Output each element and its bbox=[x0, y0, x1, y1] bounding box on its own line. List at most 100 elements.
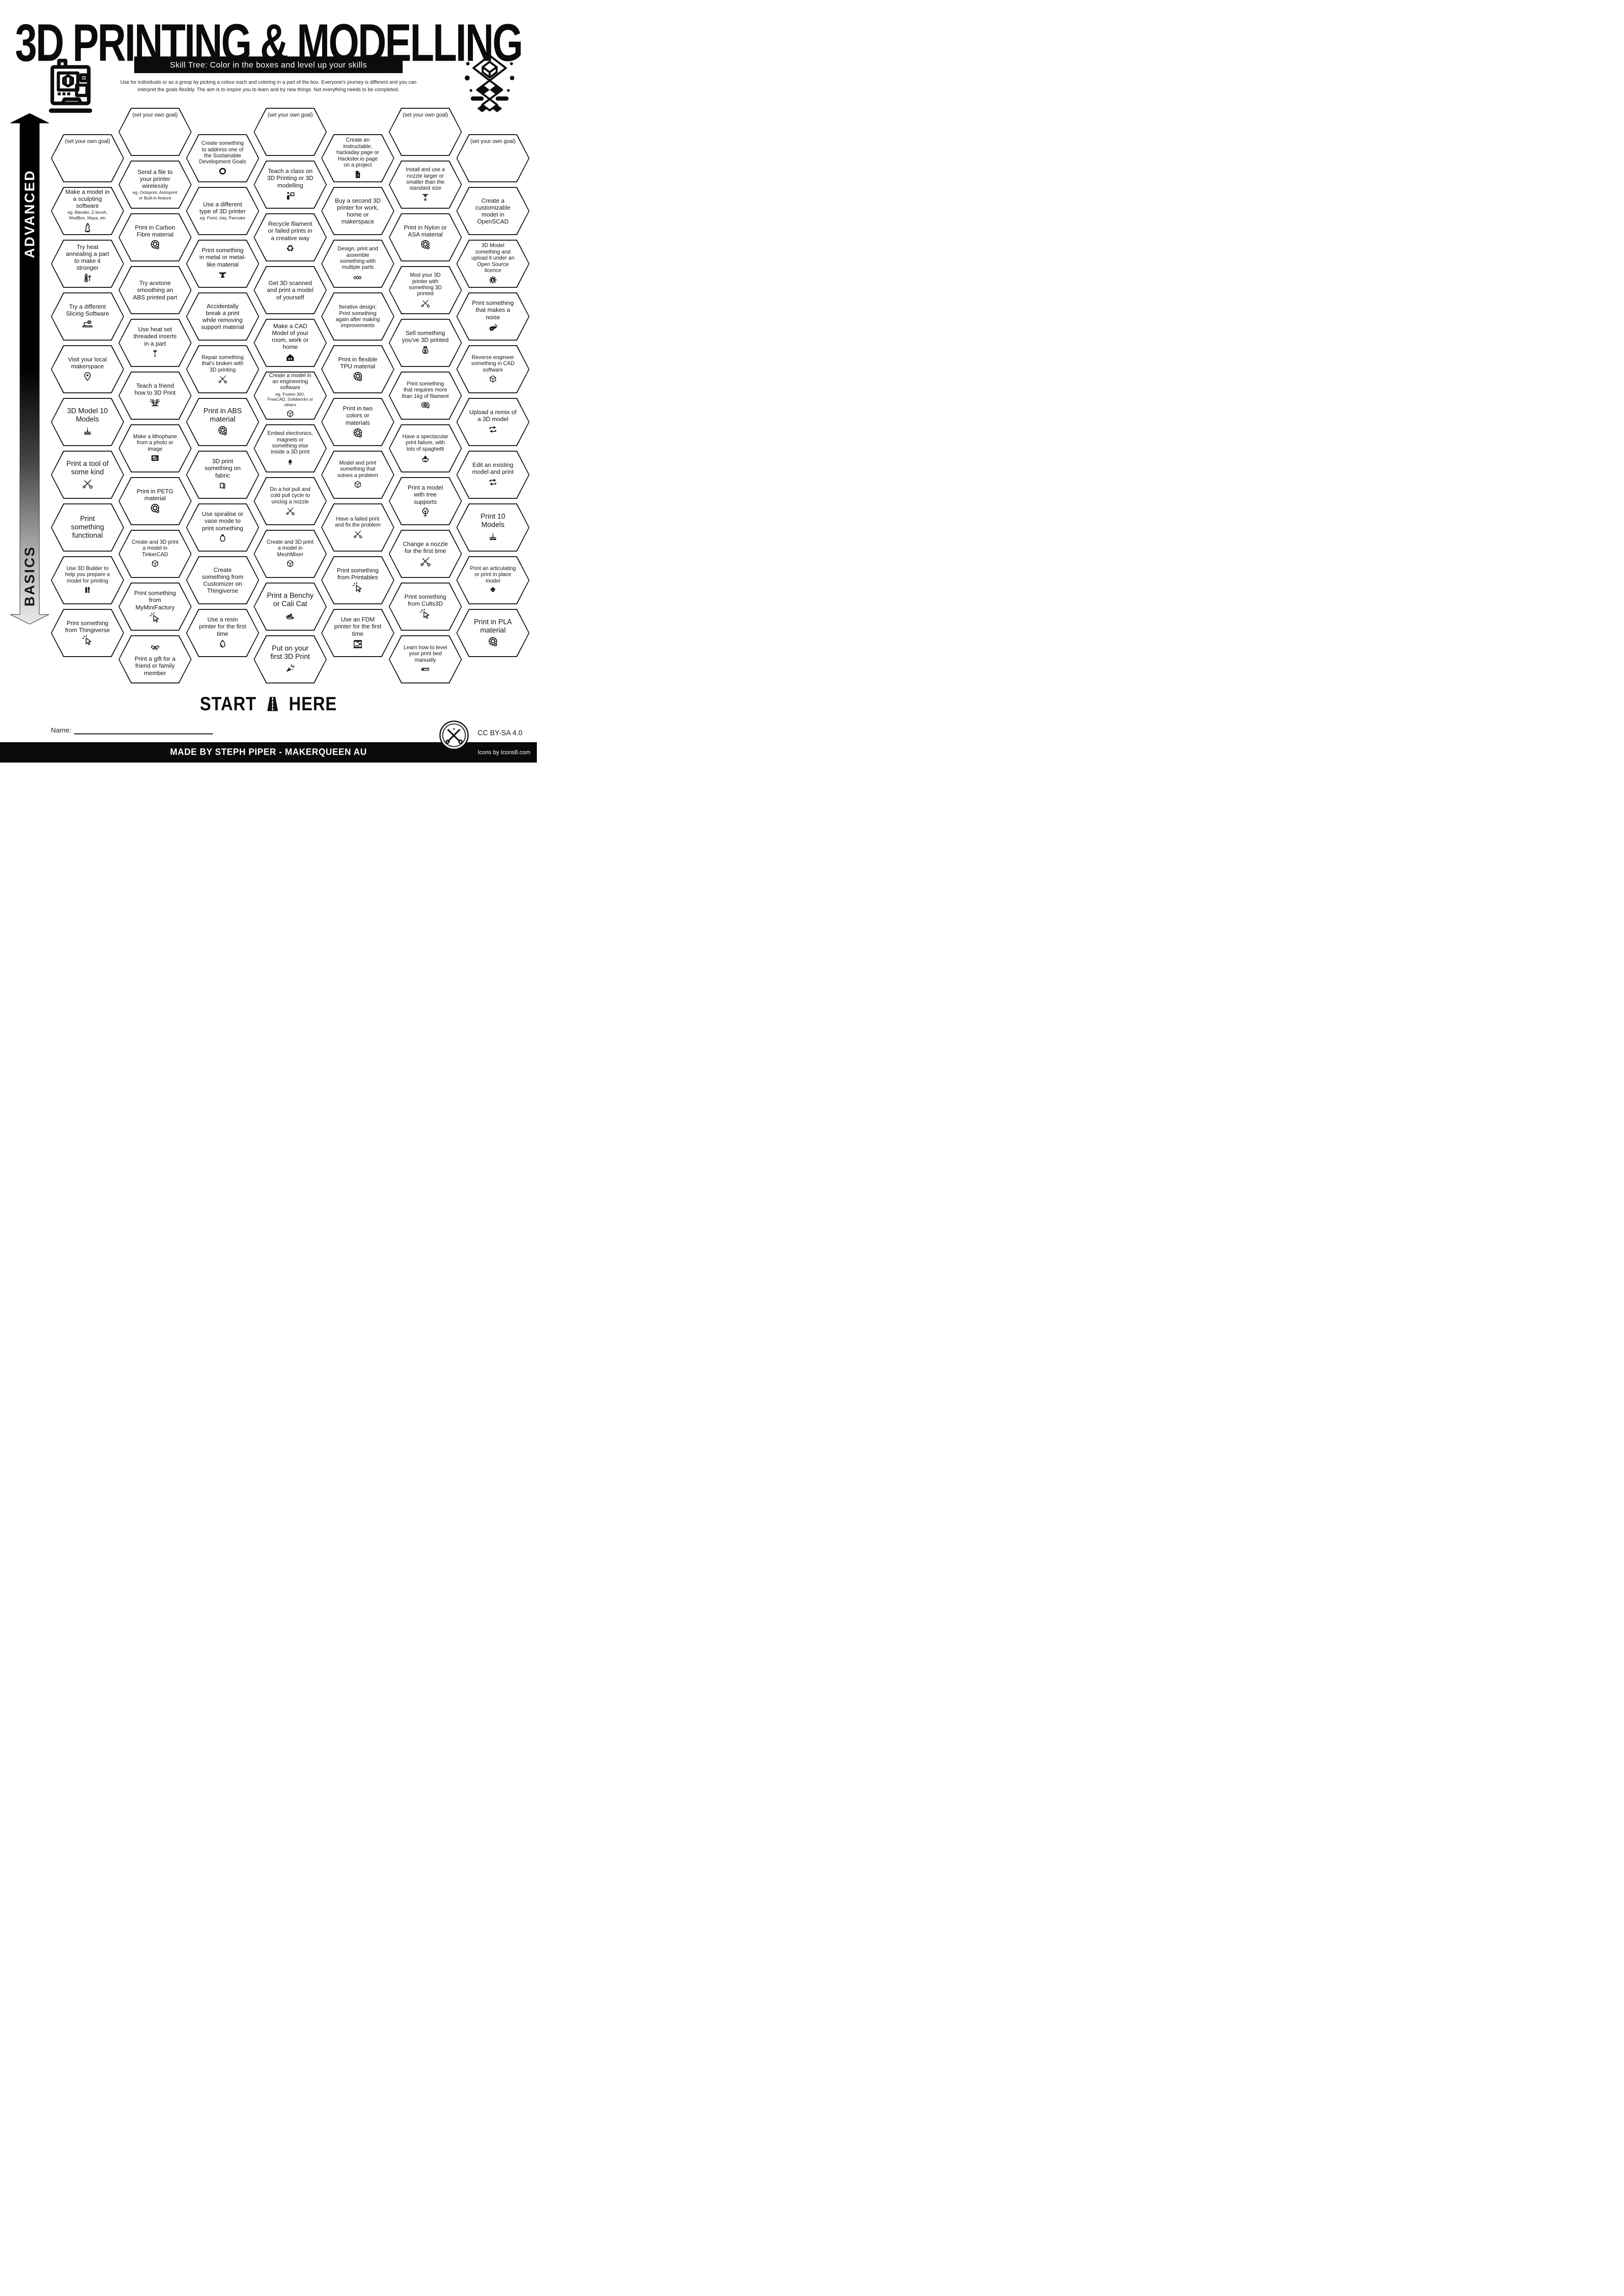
skill-hex[interactable]: Teach a class on 3D Printing or 3D model… bbox=[254, 161, 327, 209]
skill-hex[interactable]: 3D Model something and upload it under a… bbox=[456, 240, 529, 288]
skill-hex[interactable]: Print in Nylon or ASA material bbox=[389, 213, 462, 261]
skill-hex[interactable]: Use an FDM printer for the first time bbox=[321, 609, 394, 657]
skill-hex[interactable]: Make a lithophane from a photo or image bbox=[118, 424, 192, 472]
skill-hex[interactable]: 3D print something on fabric bbox=[186, 451, 259, 499]
skill-hex[interactable]: Change a nozzle for the first time bbox=[389, 530, 462, 578]
skill-hex[interactable]: Upload a remix of a 3D model bbox=[456, 398, 529, 446]
hex-fill: (set your own goal) bbox=[52, 135, 123, 181]
skill-hex[interactable]: Make a model in a sculpting software eg. … bbox=[51, 187, 124, 235]
goal-hex[interactable]: (set your own goal) bbox=[456, 134, 529, 182]
goal-hex[interactable]: (set your own goal) bbox=[389, 108, 462, 156]
hex-fill: Do a hot pull and cold pull cycle to unc… bbox=[255, 478, 326, 524]
skill-hex[interactable]: Do a hot pull and cold pull cycle to unc… bbox=[254, 477, 327, 525]
hex-content: Print a Benchy or Cali Cat bbox=[255, 583, 326, 630]
skill-hex[interactable]: Sell something you've 3D printed bbox=[389, 319, 462, 367]
hex-content: Print an articulating or print in place … bbox=[457, 557, 529, 603]
skill-hex[interactable]: Print 10 Models bbox=[456, 503, 529, 552]
skill-hex[interactable]: Create an instructable, hackaday page or… bbox=[321, 134, 394, 182]
hex-label: Teach a friend how to 3D Print bbox=[134, 382, 176, 396]
skill-hex[interactable]: Print in ABS material bbox=[186, 398, 259, 446]
skill-hex[interactable]: Print something from Cults3D bbox=[389, 583, 462, 631]
skill-hex[interactable]: Print a model with tree supports bbox=[389, 477, 462, 525]
picture-icon bbox=[150, 453, 160, 463]
skill-hex[interactable]: Print in Carbon Fibre material bbox=[118, 213, 192, 261]
skill-hex[interactable]: Print something in metal or metal-like m… bbox=[186, 240, 259, 288]
skill-hex[interactable]: Use a different type of 3D printer eg. Fo… bbox=[186, 187, 259, 235]
skill-hex[interactable]: Print something from Printables bbox=[321, 556, 394, 604]
skill-hex[interactable]: Iterative design: Print something again … bbox=[321, 292, 394, 341]
skill-hex[interactable]: Send a file to your printer wirelessly eg… bbox=[118, 161, 192, 209]
hex-fill: Buy a second 3D printer for work, home o… bbox=[322, 188, 393, 234]
hex-fill: Have a failed print and fix the problem bbox=[322, 504, 393, 551]
skill-hex[interactable]: 3D Model 10 Models bbox=[51, 398, 124, 446]
skill-hex[interactable]: Print something functional bbox=[51, 503, 124, 552]
skill-hex[interactable]: Reverse engineer something in CAD softwa… bbox=[456, 345, 529, 393]
skill-hex[interactable]: Learn how to level your print bed manual… bbox=[389, 635, 462, 683]
goal-hex[interactable]: (set your own goal) bbox=[254, 108, 327, 156]
skill-hex[interactable]: Use a resin printer for the first time bbox=[186, 609, 259, 657]
skill-hex[interactable]: Recycle filament or failed prints in a c… bbox=[254, 213, 327, 261]
skill-hex[interactable]: Print something that requires more than … bbox=[389, 372, 462, 420]
hex-fill: Reverse engineer something in CAD softwa… bbox=[457, 346, 529, 392]
skill-hex[interactable]: Print a tool of some kind bbox=[51, 451, 124, 499]
skill-hex[interactable]: Create and 3D print a model in MeshMixer bbox=[254, 530, 327, 578]
name-field[interactable] bbox=[74, 727, 213, 734]
skill-hex[interactable]: Create something from Customizer on Thin… bbox=[186, 556, 259, 604]
hex-label: Have a spectacular print failure, with l… bbox=[402, 433, 448, 452]
skill-hex[interactable]: Have a failed print and fix the problem bbox=[321, 503, 394, 552]
hex-fill: Create something from Customizer on Thin… bbox=[187, 557, 258, 603]
skill-hex[interactable]: Teach a friend how to 3D Print bbox=[118, 372, 192, 420]
skill-hex[interactable]: Edit an existing model and print bbox=[456, 451, 529, 499]
skill-hex[interactable]: Use spiralise or vase mode to print some… bbox=[186, 503, 259, 552]
poster: 3D PRINTING & MODELLING Skill Tree: Colo… bbox=[0, 0, 537, 763]
skill-hex[interactable]: Create and 3D print a model in TinkerCAD bbox=[118, 530, 192, 578]
skill-hex[interactable]: Accidentally break a print while removin… bbox=[186, 292, 259, 341]
hex-fill: Try acetone smoothing an ABS printed par… bbox=[119, 267, 191, 313]
skill-hex[interactable]: Buy a second 3D printer for work, home o… bbox=[321, 187, 394, 235]
hex-content: 3D Model something and upload it under a… bbox=[457, 241, 529, 287]
skill-hex[interactable]: Print a Benchy or Cali Cat bbox=[254, 583, 327, 631]
skill-hex[interactable]: Create a model in an engineering softwar… bbox=[254, 372, 327, 420]
hex-content: (set your own goal) bbox=[390, 109, 461, 155]
hex-fill: Use 3D Builder to help you prepare a mod… bbox=[52, 557, 123, 603]
skill-hex[interactable]: Print something that makes a noise bbox=[456, 292, 529, 341]
skill-hex[interactable]: Have a spectacular print failure, with l… bbox=[389, 424, 462, 472]
skill-hex[interactable]: Print in PLA material bbox=[456, 609, 529, 657]
hex-content: Iterative design: Print something again … bbox=[322, 293, 393, 340]
skill-hex[interactable]: Mod your 3D printer with something 3D pr… bbox=[389, 266, 462, 314]
hex-label: Print in two colors or materials bbox=[342, 405, 373, 426]
skill-hex[interactable]: Print something from MyMiniFactory bbox=[118, 583, 192, 631]
hex-label: Print something that requires more than … bbox=[402, 380, 449, 399]
skill-hex[interactable]: Print a gift for a friend or family memb… bbox=[118, 635, 192, 683]
skill-hex[interactable]: Try a different Slicing Software bbox=[51, 292, 124, 341]
skill-hex[interactable]: Model and print something that solves a … bbox=[321, 451, 394, 499]
hex-fill: Print something from Printables bbox=[322, 557, 393, 603]
hex-fill: Print something in metal or metal-like m… bbox=[187, 241, 258, 287]
hex-label: Try acetone smoothing an ABS printed par… bbox=[133, 279, 177, 301]
skill-hex[interactable]: Print an articulating or print in place … bbox=[456, 556, 529, 604]
skill-hex[interactable]: Get 3D scanned and print a model of your… bbox=[254, 266, 327, 314]
skill-hex[interactable]: Print in flexible TPU material bbox=[321, 345, 394, 393]
skill-hex[interactable]: Create something to address one of the S… bbox=[186, 134, 259, 182]
skill-hex[interactable]: Put on your first 3D Print bbox=[254, 635, 327, 683]
hex-content: Try acetone smoothing an ABS printed par… bbox=[119, 267, 191, 313]
skill-hex[interactable]: Make a CAD Model of your room, work or h… bbox=[254, 319, 327, 367]
skill-hex[interactable]: Print something from Thingiverse bbox=[51, 609, 124, 657]
skill-hex[interactable]: Embed electronics, magnets or something … bbox=[254, 424, 327, 472]
skill-hex[interactable]: Try heat annealing a part to make it str… bbox=[51, 240, 124, 288]
hex-fill: Repair something that's broken with 3D p… bbox=[187, 346, 258, 392]
spaghetti-icon bbox=[420, 453, 430, 463]
skill-hex[interactable]: Print in two colors or materials bbox=[321, 398, 394, 446]
goal-hex[interactable]: (set your own goal) bbox=[51, 134, 124, 182]
skill-hex[interactable]: Try acetone smoothing an ABS printed par… bbox=[118, 266, 192, 314]
skill-hex[interactable]: Visit your local makerspace bbox=[51, 345, 124, 393]
hex-fill: Print a Benchy or Cali Cat bbox=[255, 583, 326, 630]
skill-hex[interactable]: Print in PETG material bbox=[118, 477, 192, 525]
skill-hex[interactable]: Use 3D Builder to help you prepare a mod… bbox=[51, 556, 124, 604]
skill-hex[interactable]: Repair something that's broken with 3D p… bbox=[186, 345, 259, 393]
skill-hex[interactable]: Install and use a nozzle larger or small… bbox=[389, 161, 462, 209]
skill-hex[interactable]: Create a customizable model in OpenSCAD bbox=[456, 187, 529, 235]
skill-hex[interactable]: Design, print and assemble something wit… bbox=[321, 240, 394, 288]
skill-hex[interactable]: Use heat set threaded inserts in a part bbox=[118, 319, 192, 367]
goal-hex[interactable]: (set your own goal) bbox=[118, 108, 192, 156]
